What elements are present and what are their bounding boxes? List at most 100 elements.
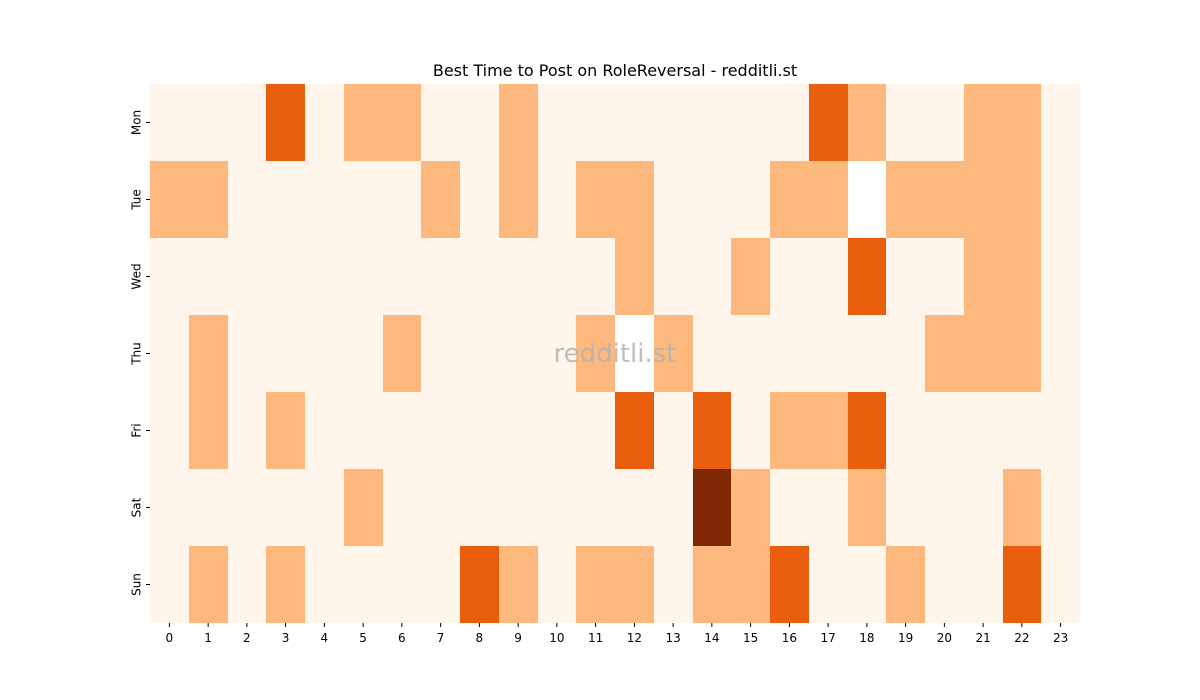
heatmap-cell-sun-13 xyxy=(654,546,693,623)
heatmap-cell-thu-3 xyxy=(266,315,305,392)
heatmap-cell-mon-21 xyxy=(964,84,1003,161)
heatmap-cell-thu-21 xyxy=(964,315,1003,392)
heatmap-cell-fri-14 xyxy=(693,392,731,469)
heatmap-cell-wed-4 xyxy=(305,238,344,315)
x-tick-label: 19 xyxy=(898,631,913,645)
heatmap-cell-sat-3 xyxy=(266,469,305,546)
heatmap-cell-sun-17 xyxy=(809,546,848,623)
heatmap-cell-mon-9 xyxy=(499,84,538,161)
heatmap-cell-thu-11 xyxy=(576,315,615,392)
heatmap-cell-fri-13 xyxy=(654,392,693,469)
heatmap-cells xyxy=(150,84,1080,623)
heatmap-cell-fri-10 xyxy=(538,392,576,469)
heatmap-cell-sat-20 xyxy=(925,469,964,546)
x-tick-label: 0 xyxy=(166,631,174,645)
heatmap-cell-wed-21 xyxy=(964,238,1003,315)
heatmap-cell-tue-19 xyxy=(886,161,925,238)
heatmap-cell-tue-10 xyxy=(538,161,576,238)
x-tick-label: 5 xyxy=(359,631,367,645)
heatmap-cell-wed-3 xyxy=(266,238,305,315)
heatmap-cell-fri-17 xyxy=(809,392,848,469)
heatmap-cell-mon-6 xyxy=(383,84,421,161)
heatmap-cell-mon-10 xyxy=(538,84,576,161)
heatmap-cell-thu-4 xyxy=(305,315,344,392)
heatmap-cell-sun-0 xyxy=(150,546,189,623)
heatmap-cell-sat-11 xyxy=(576,469,615,546)
heatmap-cell-fri-22 xyxy=(1003,392,1041,469)
heatmap-cell-mon-7 xyxy=(421,84,460,161)
heatmap-cell-fri-0 xyxy=(150,392,189,469)
heatmap-cell-fri-3 xyxy=(266,392,305,469)
y-axis: Mon Tue Wed Thu Fri Sat Sun xyxy=(130,110,150,596)
heatmap-cell-wed-18 xyxy=(848,238,886,315)
heatmap-cell-sat-4 xyxy=(305,469,344,546)
heatmap-cell-fri-7 xyxy=(421,392,460,469)
heatmap-cell-wed-5 xyxy=(344,238,383,315)
heatmap-cell-sun-12 xyxy=(615,546,654,623)
heatmap-cell-tue-11 xyxy=(576,161,615,238)
x-tick-label: 17 xyxy=(820,631,835,645)
heatmap-cell-sat-18 xyxy=(848,469,886,546)
chart-title: Best Time to Post on RoleReversal - redd… xyxy=(433,61,797,80)
heatmap-cell-sun-4 xyxy=(305,546,344,623)
heatmap-cell-sun-9 xyxy=(499,546,538,623)
x-tick-label: 13 xyxy=(665,631,680,645)
heatmap-cell-wed-12 xyxy=(615,238,654,315)
x-tick-label: 11 xyxy=(588,631,603,645)
heatmap-cell-sun-16 xyxy=(770,546,809,623)
heatmap-cell-sun-19 xyxy=(886,546,925,623)
heatmap-cell-sun-20 xyxy=(925,546,964,623)
heatmap-cell-tue-16 xyxy=(770,161,809,238)
heatmap-cell-tue-6 xyxy=(383,161,421,238)
heatmap-cell-fri-12 xyxy=(615,392,654,469)
heatmap-cell-fri-23 xyxy=(1041,392,1080,469)
heatmap-cell-wed-23 xyxy=(1041,238,1080,315)
heatmap-cell-sat-13 xyxy=(654,469,693,546)
y-tick-label: Thu xyxy=(130,342,144,366)
heatmap-cell-fri-20 xyxy=(925,392,964,469)
heatmap-cell-tue-3 xyxy=(266,161,305,238)
heatmap-cell-tue-23 xyxy=(1041,161,1080,238)
heatmap-cell-sat-2 xyxy=(228,469,266,546)
heatmap-cell-thu-9 xyxy=(499,315,538,392)
heatmap-cell-wed-15 xyxy=(731,238,770,315)
heatmap-cell-fri-4 xyxy=(305,392,344,469)
heatmap-cell-mon-13 xyxy=(654,84,693,161)
heatmap-cell-thu-22 xyxy=(1003,315,1041,392)
heatmap-cell-sun-3 xyxy=(266,546,305,623)
x-tick-label: 12 xyxy=(627,631,642,645)
heatmap-cell-thu-14 xyxy=(693,315,731,392)
heatmap-cell-sun-10 xyxy=(538,546,576,623)
heatmap-cell-sun-5 xyxy=(344,546,383,623)
x-tick-label: 9 xyxy=(514,631,522,645)
x-tick-label: 21 xyxy=(975,631,990,645)
heatmap-cell-sun-15 xyxy=(731,546,770,623)
heatmap-cell-sat-7 xyxy=(421,469,460,546)
heatmap-cell-wed-6 xyxy=(383,238,421,315)
heatmap-cell-fri-21 xyxy=(964,392,1003,469)
heatmap-cell-wed-2 xyxy=(228,238,266,315)
heatmap-cell-sat-12 xyxy=(615,469,654,546)
heatmap-cell-tue-20 xyxy=(925,161,964,238)
heatmap-cell-fri-19 xyxy=(886,392,925,469)
heatmap-cell-sun-6 xyxy=(383,546,421,623)
heatmap-cell-mon-4 xyxy=(305,84,344,161)
heatmap-cell-mon-23 xyxy=(1041,84,1080,161)
heatmap-cell-mon-18 xyxy=(848,84,886,161)
heatmap-cell-tue-21 xyxy=(964,161,1003,238)
heatmap-cell-mon-16 xyxy=(770,84,809,161)
heatmap-cell-fri-2 xyxy=(228,392,266,469)
heatmap-cell-wed-11 xyxy=(576,238,615,315)
heatmap-cell-thu-18 xyxy=(848,315,886,392)
heatmap-cell-sun-2 xyxy=(228,546,266,623)
heatmap-cell-tue-1 xyxy=(189,161,228,238)
heatmap-cell-thu-19 xyxy=(886,315,925,392)
heatmap-cell-fri-11 xyxy=(576,392,615,469)
heatmap-cell-fri-6 xyxy=(383,392,421,469)
heatmap-cell-mon-17 xyxy=(809,84,848,161)
heatmap-cell-mon-20 xyxy=(925,84,964,161)
x-tick-label: 2 xyxy=(243,631,251,645)
x-tick-label: 6 xyxy=(398,631,406,645)
x-tick-label: 18 xyxy=(859,631,874,645)
